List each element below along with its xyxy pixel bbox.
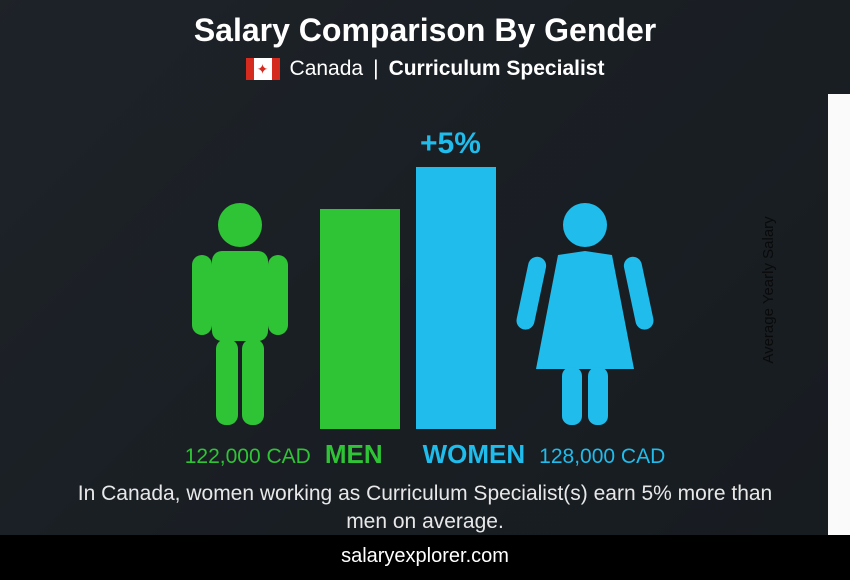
bar-women — [416, 167, 496, 429]
women-salary: 128,000 CAD — [539, 445, 665, 469]
page-title: Salary Comparison By Gender — [0, 0, 850, 49]
chart-area: +5% — [0, 109, 850, 429]
percent-difference: +5% — [420, 127, 481, 161]
side-strip — [828, 94, 850, 536]
woman-icon — [510, 199, 660, 429]
men-label: MEN — [325, 439, 383, 470]
women-label: WOMEN — [423, 439, 526, 470]
bar-men — [320, 209, 400, 429]
labels-row: 122,000 CAD MEN WOMEN 128,000 CAD — [0, 439, 850, 470]
men-salary: 122,000 CAD — [185, 445, 311, 469]
description-text: In Canada, women working as Curriculum S… — [0, 480, 850, 537]
job-label: Curriculum Specialist — [389, 57, 605, 81]
separator: | — [373, 57, 378, 81]
subtitle-row: ✦ Canada | Curriculum Specialist — [0, 57, 850, 81]
country-label: Canada — [290, 57, 364, 81]
y-axis-label: Average Yearly Salary — [760, 216, 777, 363]
footer-source: salaryexplorer.com — [0, 535, 850, 580]
man-icon — [170, 199, 310, 429]
canada-flag-icon: ✦ — [246, 58, 280, 80]
